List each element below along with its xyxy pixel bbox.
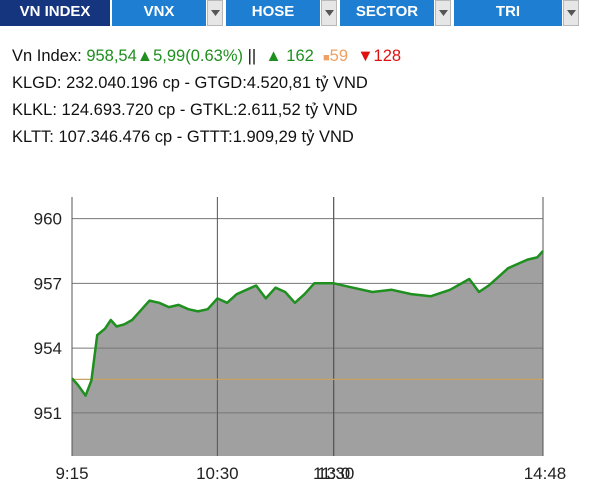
x-tick-label: 9:15 xyxy=(55,464,88,483)
chevron-down-icon xyxy=(439,10,448,16)
x-tick-label: 13:0 xyxy=(317,464,350,483)
tab-label: TRI xyxy=(495,3,521,20)
vnx-dropdown[interactable] xyxy=(207,0,223,26)
tab-label: SECTOR xyxy=(355,3,419,20)
x-tick-label: 11:30 xyxy=(313,464,354,483)
chevron-down-icon xyxy=(567,10,576,16)
chevron-down-icon xyxy=(211,10,220,16)
declines-count: 128 xyxy=(373,47,402,65)
unchanged-square-icon: ■ xyxy=(323,52,330,64)
tab-vnx[interactable]: VNX xyxy=(112,0,206,26)
y-tick-label: 960 xyxy=(34,210,62,229)
advances-count: 162 xyxy=(286,47,314,65)
price-line xyxy=(71,250,544,397)
sector-dropdown[interactable] xyxy=(435,0,451,26)
x-tick-label: 14:48 xyxy=(524,464,567,483)
up-arrow-icon: ▲ xyxy=(136,47,154,65)
separator: || xyxy=(247,47,257,65)
unchanged-count: 59 xyxy=(329,47,349,65)
index-label: Vn Index: xyxy=(12,47,82,65)
index-row: Vn Index: 958,54▲5,99(0.63%) || ▲ 162 ■5… xyxy=(12,43,401,70)
tab-sector[interactable]: SECTOR xyxy=(340,0,434,26)
x-tick-label: 10:30 xyxy=(196,464,239,483)
price-area xyxy=(72,251,543,456)
tab-label: VNX xyxy=(143,3,175,20)
y-tick-label: 954 xyxy=(34,339,62,358)
index-change: 5,99(0.63%) xyxy=(153,47,244,65)
y-tick-label: 951 xyxy=(34,404,62,423)
index-tab-bar: VN INDEX VNX HOSE SECTOR TRI xyxy=(0,0,600,26)
chevron-down-icon xyxy=(325,10,334,16)
tab-vn-index[interactable]: VN INDEX xyxy=(0,0,110,26)
y-tick-label: 957 xyxy=(34,274,62,293)
tab-label: HOSE xyxy=(251,3,295,20)
market-summary: Vn Index: 958,54▲5,99(0.63%) || ▲ 162 ■5… xyxy=(12,43,401,151)
tab-label: VN INDEX xyxy=(19,3,91,20)
hose-dropdown[interactable] xyxy=(321,0,337,26)
advances-arrow-icon: ▲ xyxy=(265,47,282,65)
volume-row: KLGD: 232.040.196 cp - GTGD:4.520,81 tỷ … xyxy=(12,74,368,92)
index-value: 958,54 xyxy=(86,47,137,65)
declines-arrow-icon: ▼ xyxy=(357,47,374,65)
negotiated-row: KLTT: 107.346.476 cp - GTTT:1.909,29 tỷ … xyxy=(12,128,354,146)
tab-tri[interactable]: TRI xyxy=(454,0,562,26)
tri-dropdown[interactable] xyxy=(563,0,579,26)
order-matching-row: KLKL: 124.693.720 cp - GTKL:2.611,52 tỷ … xyxy=(12,101,358,119)
tab-hose[interactable]: HOSE xyxy=(226,0,320,26)
